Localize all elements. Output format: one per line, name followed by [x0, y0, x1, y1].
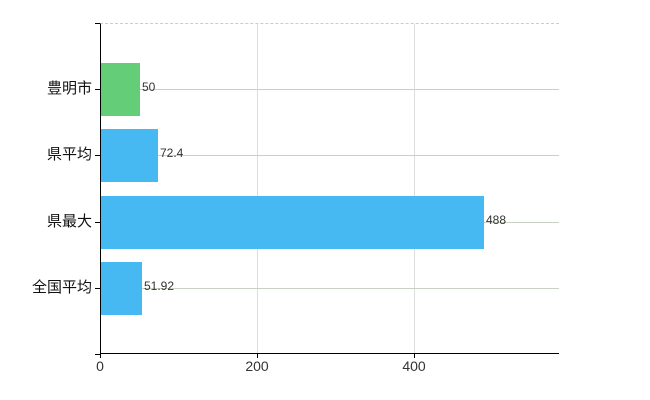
x-tick-label: 0 [96, 358, 104, 374]
x-axis-tick [414, 354, 415, 358]
gridline-horizontal [101, 89, 559, 90]
gridline-horizontal [101, 288, 559, 289]
category-label: 全国平均 [31, 279, 92, 296]
bar-県平均 [101, 129, 158, 182]
y-axis-tick [95, 288, 100, 289]
y-axis-tick [95, 89, 100, 90]
bar-value-label: 51.92 [144, 279, 175, 293]
x-tick-label: 400 [402, 358, 426, 374]
category-label: 県平均 [46, 146, 92, 163]
gridline-vertical [414, 24, 415, 353]
bar-県最大 [101, 196, 484, 249]
bar-value-label: 488 [486, 213, 507, 227]
bar-豊明市 [101, 63, 140, 116]
gridline-vertical [257, 24, 258, 353]
bar-全国平均 [101, 262, 142, 315]
category-label: 県最大 [46, 213, 92, 230]
bar-value-label: 72.4 [160, 146, 184, 160]
y-axis-tick [95, 155, 100, 156]
x-tick-label: 200 [245, 358, 269, 374]
category-label: 豊明市 [46, 80, 92, 97]
x-axis-tick [257, 354, 258, 358]
y-axis-end-tick [95, 354, 100, 355]
x-axis-tick [100, 354, 101, 358]
y-axis-end-tick [95, 23, 100, 24]
y-axis-tick [95, 222, 100, 223]
plot-area: 50 72.4 488 51.92 [100, 23, 559, 354]
bar-value-label: 50 [142, 80, 156, 94]
gridline-horizontal [101, 155, 559, 156]
